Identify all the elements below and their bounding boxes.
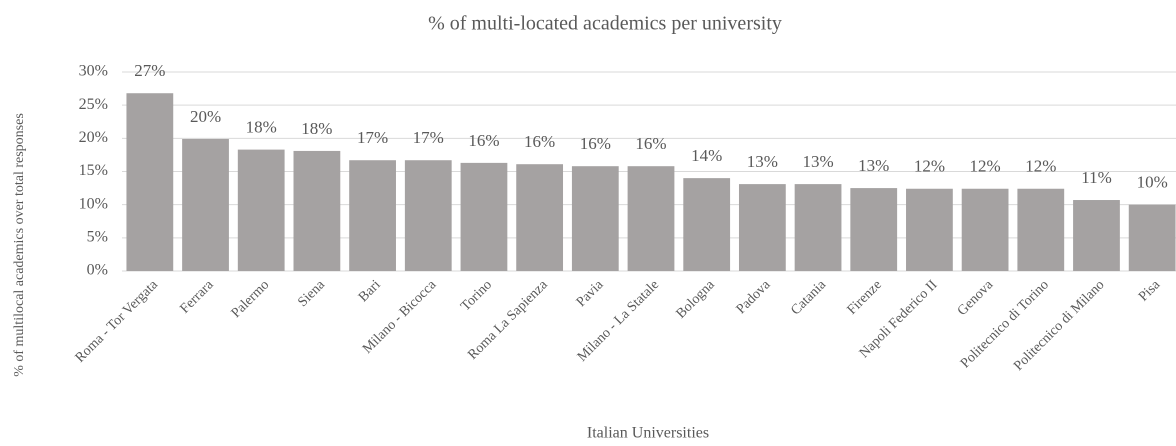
bar xyxy=(349,160,396,271)
bar xyxy=(1128,204,1176,271)
data-label: 16% xyxy=(635,134,666,153)
data-label: 27% xyxy=(134,61,165,80)
y-tick-label: 20% xyxy=(79,129,108,146)
data-label: 12% xyxy=(1025,157,1056,176)
data-label: 13% xyxy=(858,156,889,175)
x-tick-label: Palermo xyxy=(229,277,273,321)
data-label: 20% xyxy=(190,107,221,126)
x-tick-label: Siena xyxy=(295,277,328,310)
bar xyxy=(850,188,898,271)
data-label: 18% xyxy=(246,118,277,137)
x-tick-label: Bari xyxy=(356,277,384,305)
y-tick-label: 15% xyxy=(79,162,108,179)
chart-title: % of multi-located academics per univers… xyxy=(428,13,782,35)
bar xyxy=(182,138,229,271)
bar xyxy=(237,149,285,271)
y-tick-label: 0% xyxy=(87,262,108,279)
bar xyxy=(683,178,731,271)
bar xyxy=(126,93,174,271)
bar xyxy=(516,164,564,271)
data-label: 16% xyxy=(580,134,611,153)
data-label: 14% xyxy=(691,146,722,165)
data-label: 16% xyxy=(524,132,555,151)
y-tick-label: 30% xyxy=(79,63,108,80)
data-label: 17% xyxy=(413,128,444,147)
data-label: 13% xyxy=(747,152,778,171)
bar xyxy=(571,166,619,271)
x-tick-label: Pavia xyxy=(574,277,607,310)
data-label: 11% xyxy=(1081,168,1112,187)
bar xyxy=(627,166,675,271)
x-tick-label: Roma - Tor Vergata xyxy=(73,277,162,366)
x-tick-label: Pisa xyxy=(1136,277,1164,305)
data-label: 12% xyxy=(914,157,945,176)
bar xyxy=(794,184,842,271)
x-tick-label: Catania xyxy=(788,277,829,318)
bar xyxy=(906,188,953,271)
data-label: 10% xyxy=(1137,173,1168,192)
bar xyxy=(738,184,786,271)
bar xyxy=(404,160,452,271)
data-label: 16% xyxy=(468,131,499,150)
x-tick-label: Torino xyxy=(458,277,495,314)
data-label: 12% xyxy=(970,157,1001,176)
y-tick-label: 5% xyxy=(87,229,108,246)
x-axis-title: Italian Universities xyxy=(587,425,709,442)
bar xyxy=(1073,200,1120,271)
bar xyxy=(1017,188,1065,271)
data-label: 17% xyxy=(357,128,388,147)
bar xyxy=(293,150,341,271)
data-label: 18% xyxy=(301,119,332,138)
y-tick-label: 25% xyxy=(79,96,108,113)
x-tick-label: Bologna xyxy=(674,277,719,322)
bar xyxy=(460,162,508,271)
bar xyxy=(961,188,1009,271)
x-tick-label: Genova xyxy=(955,277,997,319)
x-tick-label: Ferrara xyxy=(177,277,217,317)
y-tick-label: 10% xyxy=(79,195,108,212)
x-tick-label: Firenze xyxy=(845,277,885,317)
data-label: 13% xyxy=(802,152,833,171)
y-axis-title: % of multilocal academics over total res… xyxy=(12,113,27,377)
x-tick-label: Padova xyxy=(734,277,774,317)
